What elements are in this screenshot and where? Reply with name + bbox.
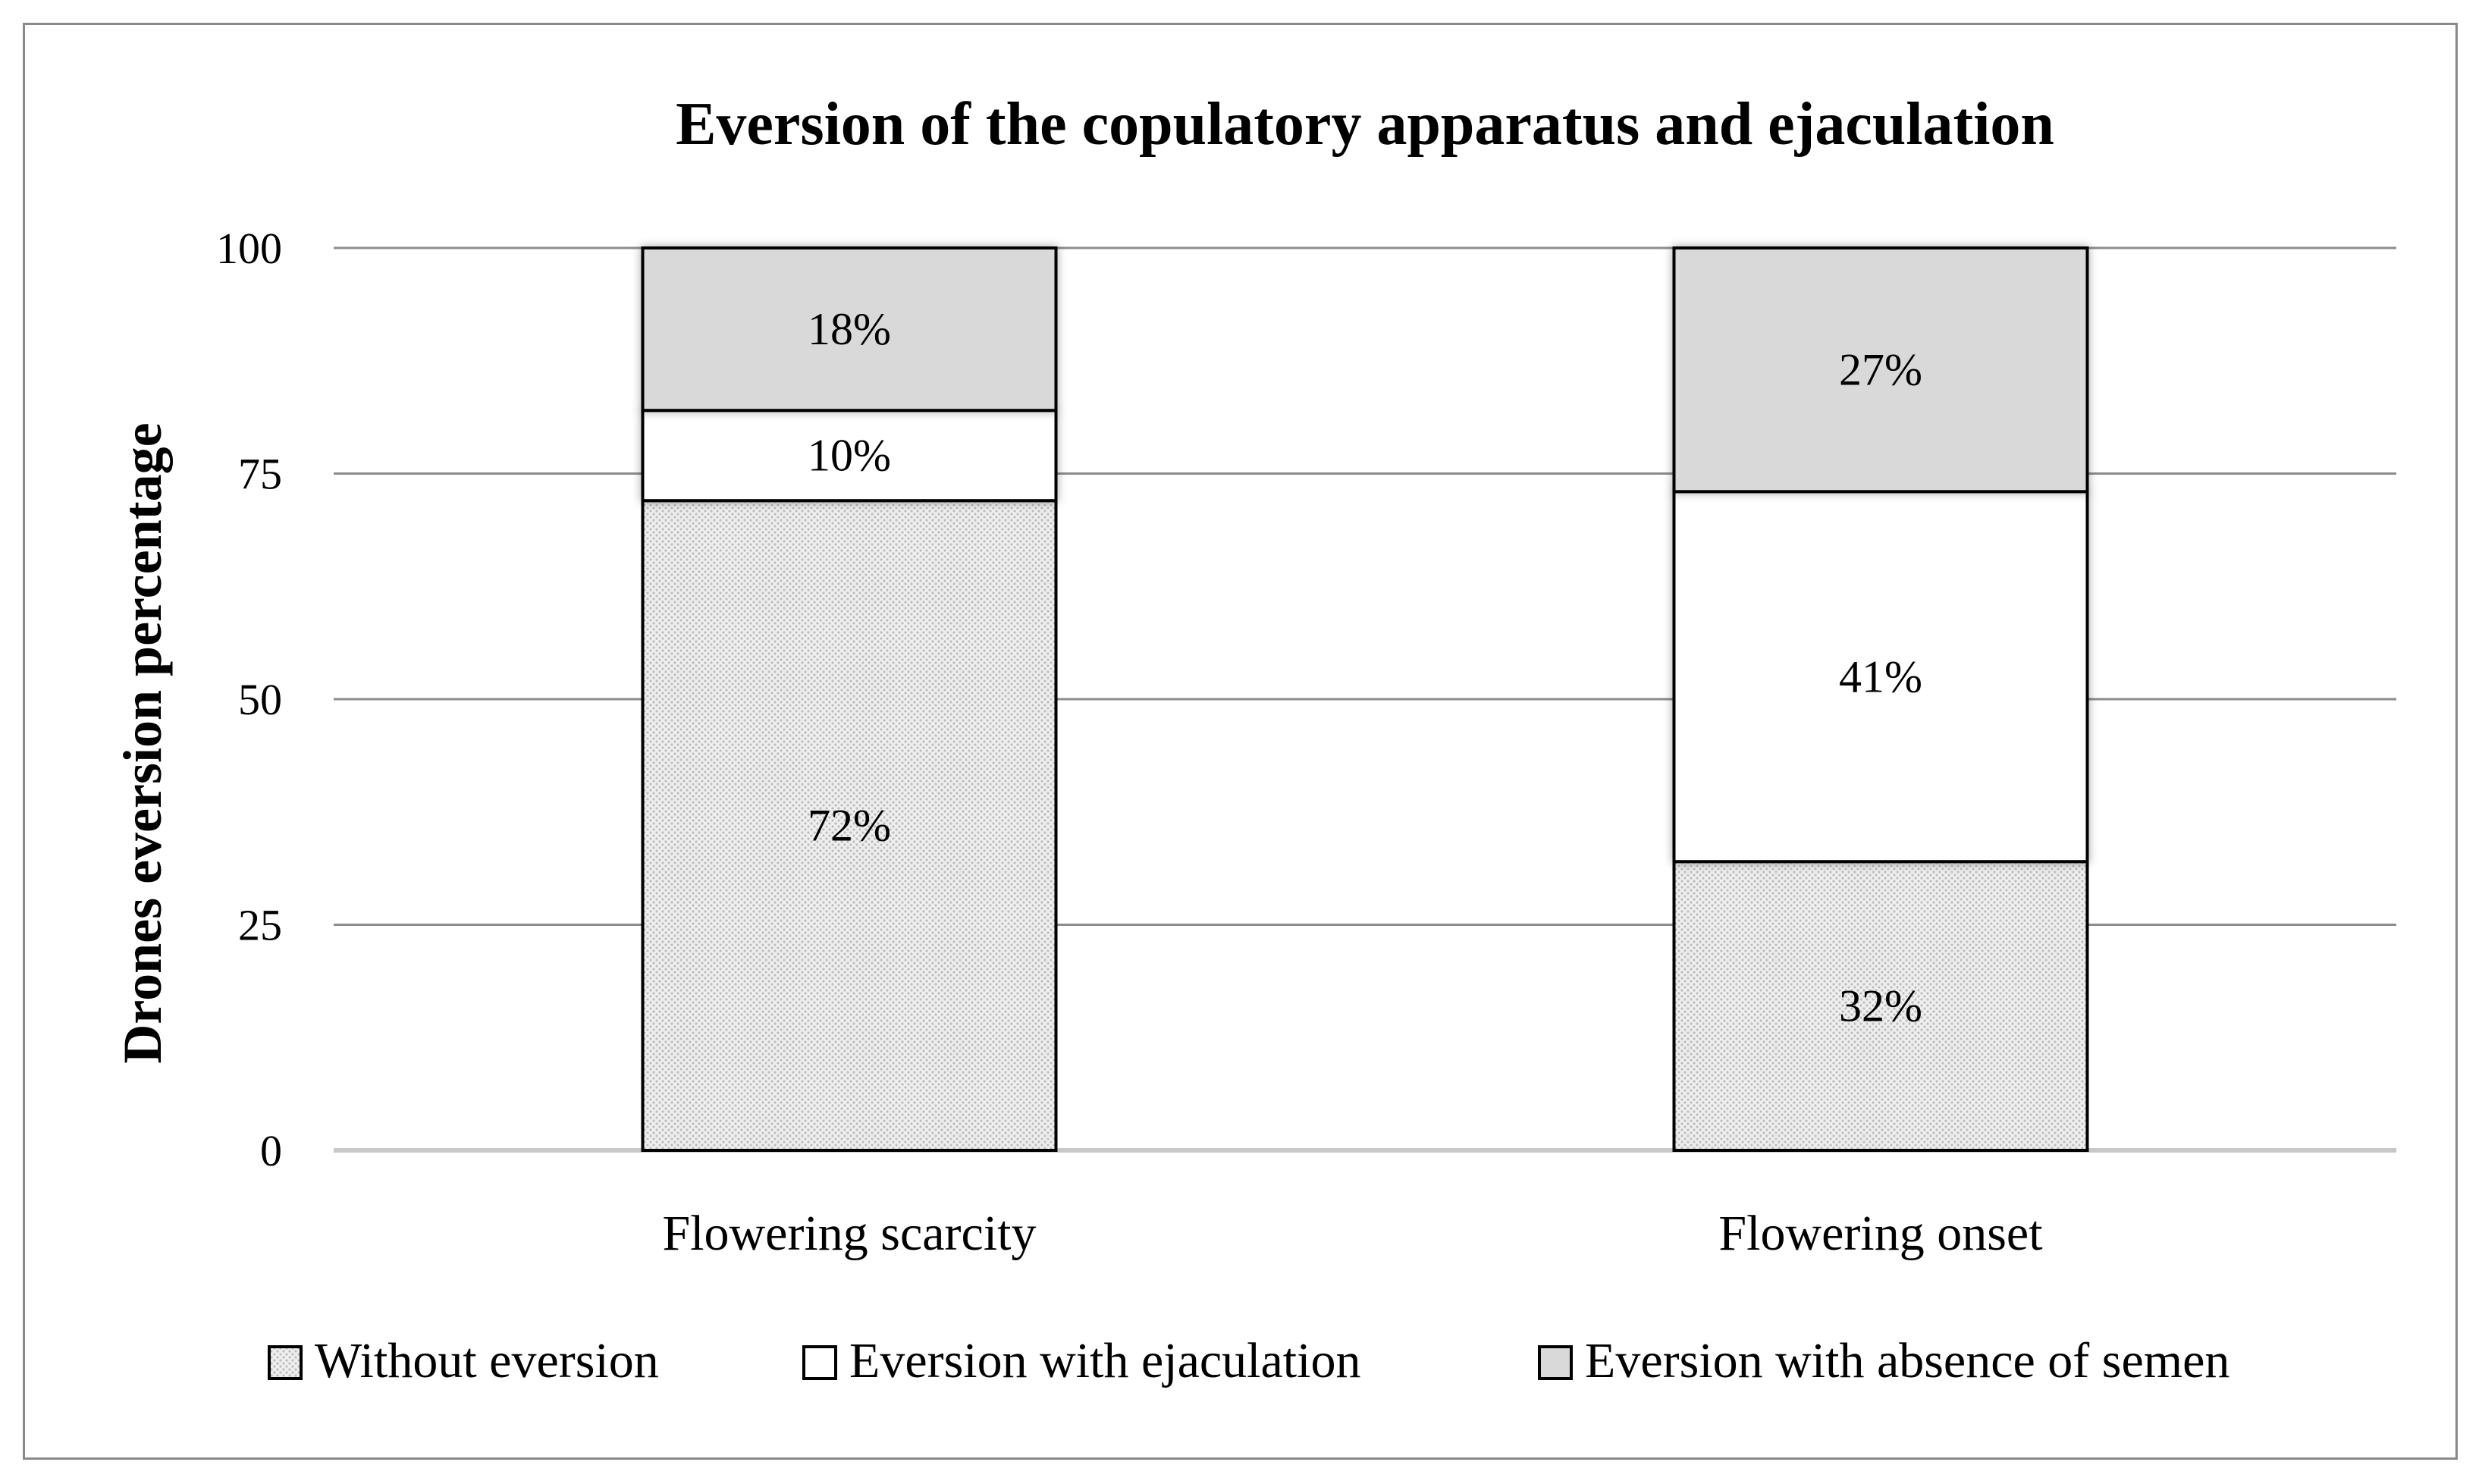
y-axis-label: Drones eversion percentage <box>112 422 173 1063</box>
bar-segment <box>1672 860 2089 1152</box>
x-tick-label: Flowering scarcity <box>662 1206 1036 1261</box>
bar-segment <box>1672 246 2089 494</box>
y-tick-labels: 0 25 50 75 100 <box>216 224 282 1175</box>
bar-segment <box>641 409 1058 503</box>
x-tick-labels: Flowering scarcity Flowering onset <box>662 1206 2042 1261</box>
data-label: 18% <box>808 304 891 354</box>
chart-title: Eversion of the copulatory apparatus and… <box>676 91 2054 158</box>
data-label: 10% <box>808 431 891 481</box>
y-tick-label: 0 <box>260 1126 282 1175</box>
data-label: 72% <box>808 801 891 851</box>
data-label: 32% <box>1839 981 1922 1031</box>
legend-label: Without eversion <box>315 1333 659 1388</box>
legend-label: Eversion with ejaculation <box>849 1333 1360 1388</box>
y-tick-label: 50 <box>238 675 282 724</box>
data-label: 27% <box>1839 345 1922 395</box>
data-label: 41% <box>1839 651 1922 701</box>
legend-swatch <box>1538 1345 1573 1380</box>
legend-swatch <box>802 1345 837 1380</box>
bar-segment <box>1672 490 2089 864</box>
legend-label: Eversion with absence of semen <box>1585 1333 2229 1388</box>
bar-segment <box>641 499 1058 1152</box>
y-tick-label: 100 <box>216 224 282 273</box>
legend: Without eversion Eversion with ejaculatio… <box>268 1333 2229 1388</box>
bars: 72% 10% 18% 32% 41% 27% <box>641 246 2089 1152</box>
x-tick-label: Flowering onset <box>1718 1206 2042 1261</box>
legend-swatch <box>268 1345 303 1380</box>
y-tick-label: 25 <box>238 901 282 950</box>
bar-segment <box>641 246 1058 413</box>
y-tick-label: 75 <box>238 450 282 499</box>
